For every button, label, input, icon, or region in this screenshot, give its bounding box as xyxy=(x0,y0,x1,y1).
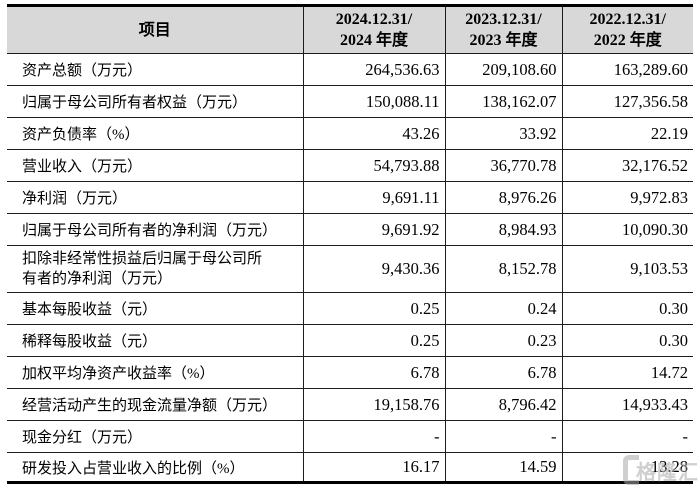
cell-value-2022: 22.19 xyxy=(561,117,693,150)
column-header-item-label: 项目 xyxy=(138,21,171,39)
row-label: 扣除非经常性损益后归属于母公司所有者的净利润（万元） xyxy=(7,245,303,293)
column-header-item: 项目 xyxy=(7,5,303,54)
cell-value-2023: 0.23 xyxy=(444,324,562,357)
cell-value-2023: 36,770.78 xyxy=(444,149,562,182)
cell-value-2024: - xyxy=(302,420,445,453)
cell-value-2024: 264,536.63 xyxy=(302,53,445,86)
cell-value-2022: 9,972.83 xyxy=(561,181,693,214)
row-label: 归属于母公司所有者的净利润（万元） xyxy=(7,213,303,246)
cell-value-2023: 138,162.07 xyxy=(444,85,562,118)
table-body: 资产总额（万元） 264,536.63 209,108.60 163,289.6… xyxy=(7,53,693,483)
cell-value-2023: 8,152.78 xyxy=(444,245,562,293)
table-row-weighted-roe: 加权平均净资产收益率（%） 6.78 6.78 14.72 xyxy=(7,356,693,389)
cell-value-2023: 14.59 xyxy=(444,452,562,483)
row-label: 资产负债率（%） xyxy=(7,117,303,150)
cell-value-2023: 209,108.60 xyxy=(444,53,562,86)
cell-value-2024: 9,430.36 xyxy=(302,245,445,293)
cell-value-2022: - xyxy=(561,420,693,453)
table-row-cash-dividend: 现金分红（万元） - - - xyxy=(7,420,693,453)
row-label: 现金分红（万元） xyxy=(7,420,303,453)
table-row-deducted-net-profit: 扣除非经常性损益后归属于母公司所有者的净利润（万元） 9,430.36 8,15… xyxy=(7,245,693,293)
cell-value-2023: 8,984.93 xyxy=(444,213,562,246)
cell-value-2024: 54,793.88 xyxy=(302,149,445,182)
cell-value-2024: 19,158.76 xyxy=(302,388,445,421)
row-label: 稀释每股收益（元） xyxy=(7,324,303,357)
column-header-2023: 2023.12.31/ 2023 年度 xyxy=(444,5,562,54)
cell-value-2023: 33.92 xyxy=(444,117,562,150)
table-row-total-assets: 资产总额（万元） 264,536.63 209,108.60 163,289.6… xyxy=(7,53,693,86)
row-label: 基本每股收益（元） xyxy=(7,292,303,325)
row-label: 经营活动产生的现金流量净额（万元） xyxy=(7,388,303,421)
cell-value-2022: 127,356.58 xyxy=(561,85,693,118)
cell-value-2023: 8,796.42 xyxy=(444,388,562,421)
table-row-operating-cash-flow: 经营活动产生的现金流量净额（万元） 19,158.76 8,796.42 14,… xyxy=(7,388,693,421)
header-row: 项目 2024.12.31/ 2024 年度 2023.12.31/ 2023 … xyxy=(7,5,693,54)
column-header-2023-line1: 2023.12.31/ xyxy=(465,11,542,28)
column-header-2024-line2: 2024 年度 xyxy=(339,32,408,49)
cell-value-2022: 10,090.30 xyxy=(561,213,693,246)
table-row-revenue: 营业收入（万元） 54,793.88 36,770.78 32,176.52 xyxy=(7,149,693,182)
row-label: 营业收入（万元） xyxy=(7,149,303,182)
cell-value-2022: 0.30 xyxy=(561,292,693,325)
table-row-parent-equity: 归属于母公司所有者权益（万元） 150,088.11 138,162.07 12… xyxy=(7,85,693,118)
cell-value-2022: 14,933.43 xyxy=(561,388,693,421)
row-label: 净利润（万元） xyxy=(7,181,303,214)
column-header-2024: 2024.12.31/ 2024 年度 xyxy=(302,5,445,54)
cell-value-2023: 6.78 xyxy=(444,356,562,389)
cell-value-2024: 0.25 xyxy=(302,292,445,325)
cell-value-2022: 13.28 xyxy=(561,452,693,483)
cell-value-2024: 9,691.92 xyxy=(302,213,445,246)
cell-value-2022: 163,289.60 xyxy=(561,53,693,86)
cell-value-2024: 9,691.11 xyxy=(302,181,445,214)
cell-value-2024: 0.25 xyxy=(302,324,445,357)
row-label: 归属于母公司所有者权益（万元） xyxy=(7,85,303,118)
cell-value-2024: 6.78 xyxy=(302,356,445,389)
column-header-2024-line1: 2024.12.31/ xyxy=(335,11,413,28)
cell-value-2024: 16.17 xyxy=(302,452,445,483)
cell-value-2024: 150,088.11 xyxy=(302,85,445,118)
column-header-2023-line2: 2023 年度 xyxy=(469,32,538,49)
cell-value-2023: 8,976.26 xyxy=(444,181,562,214)
table-row-diluted-eps: 稀释每股收益（元） 0.25 0.23 0.30 xyxy=(7,324,693,357)
cell-value-2022: 9,103.53 xyxy=(561,245,693,293)
cell-value-2024: 43.26 xyxy=(302,117,445,150)
cell-value-2023: 0.24 xyxy=(444,292,562,325)
cell-value-2023: - xyxy=(444,420,562,453)
row-label: 研发投入占营业收入的比例（%） xyxy=(7,452,303,483)
table-row-parent-net-profit: 归属于母公司所有者的净利润（万元） 9,691.92 8,984.93 10,0… xyxy=(7,213,693,246)
table-header: 项目 2024.12.31/ 2024 年度 2023.12.31/ 2023 … xyxy=(7,5,693,54)
column-header-2022-line1: 2022.12.31/ xyxy=(589,11,666,28)
financial-summary-table: 项目 2024.12.31/ 2024 年度 2023.12.31/ 2023 … xyxy=(7,4,693,484)
table-row-basic-eps: 基本每股收益（元） 0.25 0.24 0.30 xyxy=(7,292,693,325)
row-label: 加权平均净资产收益率（%） xyxy=(7,356,303,389)
column-header-2022-line2: 2022 年度 xyxy=(593,32,662,49)
row-label: 资产总额（万元） xyxy=(7,53,303,86)
cell-value-2022: 0.30 xyxy=(561,324,693,357)
cell-value-2022: 32,176.52 xyxy=(561,149,693,182)
row-label-text: 扣除非经常性损益后归属于母公司所有者的净利润（万元） xyxy=(22,251,263,287)
table-row-net-profit: 净利润（万元） 9,691.11 8,976.26 9,972.83 xyxy=(7,181,693,214)
table-row-debt-ratio: 资产负债率（%） 43.26 33.92 22.19 xyxy=(7,117,693,150)
table-row-rd-ratio: 研发投入占营业收入的比例（%） 16.17 14.59 13.28 xyxy=(7,452,693,483)
cell-value-2022: 14.72 xyxy=(561,356,693,389)
column-header-2022: 2022.12.31/ 2022 年度 xyxy=(561,5,693,54)
